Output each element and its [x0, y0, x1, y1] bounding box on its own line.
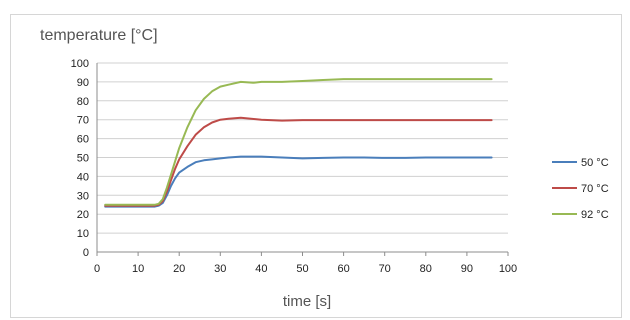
y-tick-label: 0	[83, 247, 89, 259]
line-chart: temperature [°C] 0102030405060708090100 …	[40, 27, 609, 310]
legend-label-50-c: 50 °C	[581, 157, 609, 169]
y-axis-title: temperature [°C]	[40, 27, 158, 44]
y-tick-labels: 0 10 20 30 40 50 60 70 80 90 100	[71, 58, 89, 259]
y-tick-label: 20	[77, 209, 89, 221]
x-tick-label: 70	[379, 263, 391, 275]
x-tick-label: 90	[461, 263, 473, 275]
series-line-70-c	[104, 116, 493, 207]
x-tick-label: 100	[499, 263, 517, 275]
x-tick-label: 60	[337, 263, 349, 275]
x-tick-label: 30	[214, 263, 226, 275]
legend: 50 °C 70 °C 92 °C	[552, 157, 609, 221]
chart-frame: temperature [°C] 0 10 20 30 40 50 60 70 80 90 100 …	[10, 14, 622, 318]
gridlines	[97, 62, 508, 234]
legend-label-70-c: 70 °C	[581, 183, 609, 195]
x-tick-label: 20	[173, 263, 185, 275]
y-tick-label: 30	[77, 190, 89, 202]
y-tick-label: 100	[71, 58, 89, 70]
series-lines	[104, 78, 493, 208]
series-line-50-c	[104, 155, 493, 208]
x-axis-title: time [s]	[283, 293, 331, 310]
x-tick-label: 50	[296, 263, 308, 275]
x-tick-labels: 0 10 20 30 40 50 60 70 80 90 100	[94, 263, 517, 275]
x-tick-label: 40	[255, 263, 267, 275]
y-tick-label: 70	[77, 115, 89, 127]
x-tick-label: 10	[132, 263, 144, 275]
y-tick-label: 90	[77, 77, 89, 89]
x-tick-label: 0	[94, 263, 100, 275]
y-tick-label: 80	[77, 96, 89, 108]
x-tick-label: 80	[420, 263, 432, 275]
legend-label-92-c: 92 °C	[581, 209, 609, 221]
series-line-92-c	[104, 78, 493, 206]
y-tick-label: 60	[77, 134, 89, 146]
y-tick-label: 40	[77, 171, 89, 183]
y-tick-label: 50	[77, 153, 89, 165]
y-tick-label: 10	[77, 228, 89, 240]
axes	[96, 63, 509, 256]
